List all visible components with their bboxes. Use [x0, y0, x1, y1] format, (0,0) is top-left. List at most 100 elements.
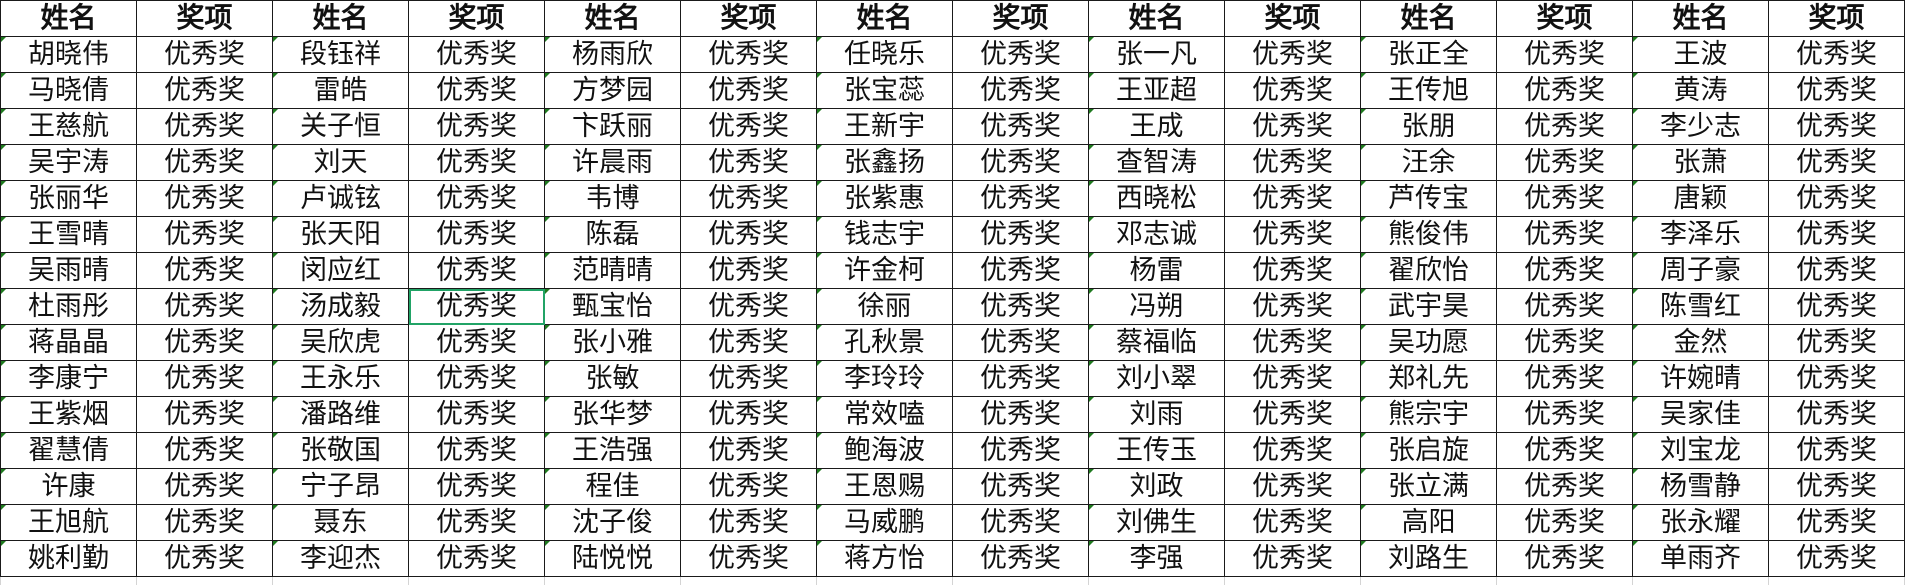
award-cell[interactable]: 优秀奖	[409, 541, 545, 577]
award-cell[interactable]: 优秀奖	[681, 541, 817, 577]
name-cell[interactable]: 杨雪静	[1633, 469, 1769, 505]
name-cell[interactable]: 王亚超	[1089, 73, 1225, 109]
award-cell[interactable]: 优秀奖	[1497, 289, 1633, 325]
name-cell[interactable]: 李玲玲	[817, 361, 953, 397]
award-cell[interactable]: 优秀奖	[1769, 73, 1905, 109]
name-cell[interactable]: 张天阳	[273, 217, 409, 253]
award-cell[interactable]: 优秀奖	[1225, 397, 1361, 433]
award-cell[interactable]: 优秀奖	[137, 325, 273, 361]
name-cell[interactable]: 查智涛	[1089, 145, 1225, 181]
name-cell[interactable]: 刘小翠	[1089, 361, 1225, 397]
name-cell[interactable]: 闵应红	[273, 253, 409, 289]
award-cell[interactable]: 优秀奖	[137, 145, 273, 181]
award-cell[interactable]: 优秀奖	[1225, 325, 1361, 361]
name-cell[interactable]: 张宝蕊	[817, 73, 953, 109]
award-cell[interactable]: 优秀奖	[681, 109, 817, 145]
award-cell[interactable]: 优秀奖	[953, 73, 1089, 109]
header-cell-name[interactable]: 姓名	[1633, 1, 1769, 37]
award-cell[interactable]: 优秀奖	[681, 469, 817, 505]
award-cell[interactable]: 优秀奖	[1497, 181, 1633, 217]
name-cell[interactable]: 张小雅	[545, 325, 681, 361]
name-cell[interactable]: 王雪晴	[1, 217, 137, 253]
name-cell[interactable]: 宁子昂	[273, 469, 409, 505]
award-cell[interactable]: 优秀奖	[681, 37, 817, 73]
empty-cell[interactable]	[1225, 577, 1361, 585]
name-cell[interactable]: 许金柯	[817, 253, 953, 289]
award-cell[interactable]: 优秀奖	[953, 145, 1089, 181]
award-cell[interactable]: 优秀奖	[953, 109, 1089, 145]
name-cell[interactable]: 王永乐	[273, 361, 409, 397]
award-cell[interactable]: 优秀奖	[1225, 541, 1361, 577]
award-cell[interactable]: 优秀奖	[1225, 109, 1361, 145]
award-cell[interactable]: 优秀奖	[1225, 469, 1361, 505]
header-cell-award[interactable]: 奖项	[953, 1, 1089, 37]
name-cell[interactable]: 鲍海波	[817, 433, 953, 469]
empty-cell[interactable]	[137, 577, 273, 585]
name-cell[interactable]: 胡晓伟	[1, 37, 137, 73]
name-cell[interactable]: 王成	[1089, 109, 1225, 145]
award-cell[interactable]: 优秀奖	[137, 73, 273, 109]
award-cell[interactable]: 优秀奖	[409, 253, 545, 289]
name-cell[interactable]: 任晓乐	[817, 37, 953, 73]
award-cell[interactable]: 优秀奖	[137, 109, 273, 145]
name-cell[interactable]: 翟慧倩	[1, 433, 137, 469]
name-cell[interactable]: 杨雨欣	[545, 37, 681, 73]
name-cell[interactable]: 张立满	[1361, 469, 1497, 505]
award-cell[interactable]: 优秀奖	[137, 289, 273, 325]
name-cell[interactable]: 王波	[1633, 37, 1769, 73]
award-cell[interactable]: 优秀奖	[1225, 181, 1361, 217]
name-cell[interactable]: 张鑫扬	[817, 145, 953, 181]
name-cell[interactable]: 方梦园	[545, 73, 681, 109]
name-cell[interactable]: 王恩赐	[817, 469, 953, 505]
name-cell[interactable]: 李康宁	[1, 361, 137, 397]
award-cell[interactable]: 优秀奖	[409, 73, 545, 109]
empty-cell[interactable]	[1633, 577, 1769, 585]
name-cell[interactable]: 韦博	[545, 181, 681, 217]
name-cell[interactable]: 李强	[1089, 541, 1225, 577]
award-cell[interactable]: 优秀奖	[1225, 37, 1361, 73]
header-cell-name[interactable]: 姓名	[1361, 1, 1497, 37]
name-cell[interactable]: 翟欣怡	[1361, 253, 1497, 289]
empty-cell[interactable]	[681, 577, 817, 585]
name-cell[interactable]: 陈磊	[545, 217, 681, 253]
name-cell[interactable]: 张丽华	[1, 181, 137, 217]
award-cell[interactable]: 优秀奖	[953, 217, 1089, 253]
award-cell[interactable]: 优秀奖	[137, 37, 273, 73]
name-cell[interactable]: 单雨齐	[1633, 541, 1769, 577]
name-cell[interactable]: 熊宗宇	[1361, 397, 1497, 433]
award-cell[interactable]: 优秀奖	[1769, 541, 1905, 577]
award-cell[interactable]: 优秀奖	[1497, 505, 1633, 541]
award-cell[interactable]: 优秀奖	[953, 361, 1089, 397]
name-cell[interactable]: 唐颖	[1633, 181, 1769, 217]
award-cell[interactable]: 优秀奖	[953, 253, 1089, 289]
award-cell[interactable]: 优秀奖	[409, 505, 545, 541]
empty-cell[interactable]	[1769, 577, 1905, 585]
name-cell[interactable]: 西晓松	[1089, 181, 1225, 217]
name-cell[interactable]: 段钰祥	[273, 37, 409, 73]
name-cell[interactable]: 黄涛	[1633, 73, 1769, 109]
name-cell[interactable]: 许康	[1, 469, 137, 505]
name-cell[interactable]: 刘雨	[1089, 397, 1225, 433]
name-cell[interactable]: 张敬国	[273, 433, 409, 469]
empty-cell[interactable]	[817, 577, 953, 585]
award-cell[interactable]: 优秀奖	[681, 397, 817, 433]
name-cell[interactable]: 钱志宇	[817, 217, 953, 253]
name-cell[interactable]: 卢诚铉	[273, 181, 409, 217]
award-cell[interactable]: 优秀奖	[1769, 361, 1905, 397]
name-cell[interactable]: 雷皓	[273, 73, 409, 109]
name-cell[interactable]: 郑礼先	[1361, 361, 1497, 397]
award-cell[interactable]: 优秀奖	[1769, 253, 1905, 289]
award-cell[interactable]: 优秀奖	[681, 505, 817, 541]
header-cell-award[interactable]: 奖项	[1769, 1, 1905, 37]
award-cell[interactable]: 优秀奖	[409, 217, 545, 253]
award-cell[interactable]: 优秀奖	[681, 145, 817, 181]
award-cell[interactable]: 优秀奖	[409, 325, 545, 361]
award-cell[interactable]: 优秀奖	[1497, 37, 1633, 73]
award-cell[interactable]: 优秀奖	[681, 181, 817, 217]
header-cell-award[interactable]: 奖项	[681, 1, 817, 37]
award-cell[interactable]: 优秀奖	[1769, 181, 1905, 217]
award-cell[interactable]: 优秀奖	[1497, 397, 1633, 433]
name-cell[interactable]: 高阳	[1361, 505, 1497, 541]
award-cell[interactable]: 优秀奖	[137, 397, 273, 433]
award-cell[interactable]: 优秀奖	[1769, 37, 1905, 73]
